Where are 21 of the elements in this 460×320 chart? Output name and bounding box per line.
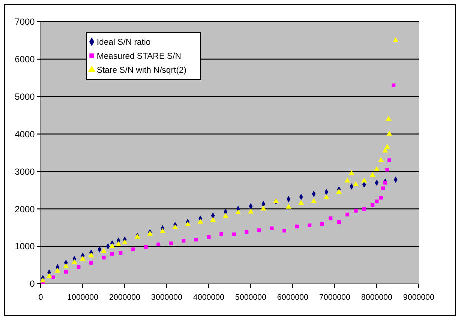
y-tick-label: 6000 bbox=[14, 54, 35, 65]
y-tick-label: 3000 bbox=[14, 166, 35, 177]
x-tick-label: 0 bbox=[38, 293, 44, 302]
x-tick-label: 6000000 bbox=[277, 293, 310, 302]
x-tick-label: 4000000 bbox=[193, 293, 226, 302]
x-tick-label: 5000000 bbox=[235, 293, 268, 302]
y-tick-label: 1000 bbox=[14, 242, 35, 252]
y-tick-label: 0 bbox=[30, 279, 35, 290]
x-tick-label: 3000000 bbox=[151, 293, 184, 302]
legend-label: Stare S/N with N/sqrt(2) bbox=[97, 64, 187, 75]
x-tick-label: 2000000 bbox=[109, 293, 142, 302]
legend-label: Ideal S/N ratio bbox=[97, 36, 152, 47]
y-tick-label: 5000 bbox=[14, 92, 35, 102]
legend-label: Measured STARE S/N bbox=[97, 50, 182, 61]
x-tick-label: 9000000 bbox=[403, 293, 436, 302]
y-tick-label: 2000 bbox=[14, 204, 35, 214]
x-tick-label: 1000000 bbox=[67, 293, 100, 302]
x-tick-label: 7000000 bbox=[319, 293, 352, 302]
y-tick-label: 7000 bbox=[14, 17, 35, 28]
y-tick-label: 4000 bbox=[14, 129, 35, 140]
x-tick-label: 8000000 bbox=[361, 293, 394, 302]
